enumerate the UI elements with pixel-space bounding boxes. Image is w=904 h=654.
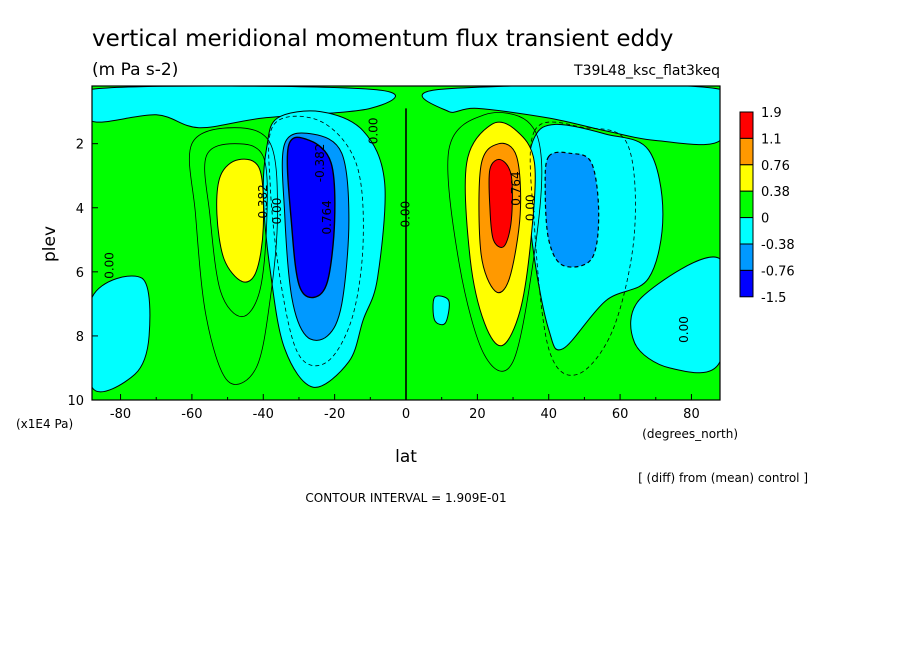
y-axis-units: (x1E4 Pa) [16, 417, 73, 431]
contour-label: 0.382 [256, 184, 270, 218]
x-axis-label: lat [395, 447, 417, 467]
colorbar-swatch [739, 243, 754, 271]
x-tick-label: -40 [253, 407, 274, 422]
contour-label: 0.764 [509, 171, 523, 205]
run-label: T39L48_ksc_flat3keq [573, 63, 720, 79]
chart-units: (m Pa s-2) [92, 60, 178, 80]
x-axis-units: (degrees_north) [642, 427, 738, 441]
x-axis: -80 -60 -40 -20 0 20 40 60 80 [110, 394, 700, 422]
contour-label: -0.382 [313, 144, 327, 183]
x-tick-label: 60 [612, 407, 629, 422]
plot-area: 0.000.382 0.00-0.3820.7640.000.000.7640.0… [92, 86, 720, 400]
contour-line [189, 127, 278, 385]
colorbar-swatch [739, 111, 754, 139]
contour-line [529, 121, 636, 376]
colorbar: 1.9 1.1 0.76 0.38 0 -0.38 -0.76 -1.5 [739, 106, 795, 306]
y-tick-label: 8 [76, 330, 84, 345]
contour-label: 0.00 [677, 316, 691, 343]
contour-line [447, 112, 543, 372]
colorbar-label: -0.76 [761, 264, 795, 279]
contour-label: 0.00 [102, 252, 116, 279]
y-axis: 2 4 6 8 10 [67, 138, 98, 409]
contour-fill-neg [286, 136, 336, 299]
colorbar-swatch [739, 137, 754, 166]
chart-title: vertical meridional momentum flux transi… [92, 26, 673, 52]
contour-label: 0.00 [399, 201, 413, 228]
x-tick-label: -20 [324, 407, 345, 422]
colorbar-label: 0.38 [761, 185, 790, 200]
x-tick-label: 20 [469, 407, 486, 422]
contour-fill-neg [421, 86, 720, 146]
contour-label: 0.00 [270, 198, 284, 225]
x-tick-label: -80 [110, 407, 131, 422]
x-tick-label: 0 [402, 407, 410, 422]
contour-fill-neg [630, 256, 720, 374]
colorbar-label: -1.5 [761, 291, 786, 306]
x-tick-label: 80 [683, 407, 700, 422]
contour-fill-pos [216, 158, 265, 283]
contour-label: 0.00 [523, 194, 537, 221]
contour-fill-neg [92, 86, 396, 129]
colorbar-label: 0.76 [761, 159, 790, 174]
colorbar-label: -0.38 [761, 238, 795, 253]
colorbar-label: 0 [761, 212, 769, 227]
colorbar-swatch [739, 190, 754, 219]
y-tick-label: 4 [76, 202, 84, 217]
contour-interval: CONTOUR INTERVAL = 1.909E-01 [305, 491, 506, 505]
colorbar-label: 1.9 [761, 106, 782, 121]
y-tick-label: 6 [76, 266, 84, 281]
contour-fill-neg [544, 151, 600, 268]
contour-label: 0.764 [320, 200, 334, 234]
colorbar-swatch [739, 269, 754, 298]
contour-line [204, 143, 268, 318]
contour-line [268, 115, 364, 367]
y-tick-label: 10 [67, 394, 84, 409]
x-tick-label: -60 [181, 407, 202, 422]
diff-note: [ (diff) from (mean) control ] [638, 471, 808, 485]
y-axis-label: plev [40, 226, 60, 262]
colorbar-swatch [739, 164, 754, 192]
x-tick-label: 40 [540, 407, 557, 422]
contour-label: 0.00 [366, 117, 380, 144]
contour-fill-neg [92, 275, 151, 393]
colorbar-swatch [739, 217, 754, 245]
colorbar-label: 1.1 [761, 132, 782, 147]
y-tick-label: 2 [76, 138, 84, 153]
contour-fill-pos [488, 158, 513, 248]
contour-fill-neg [432, 295, 450, 326]
